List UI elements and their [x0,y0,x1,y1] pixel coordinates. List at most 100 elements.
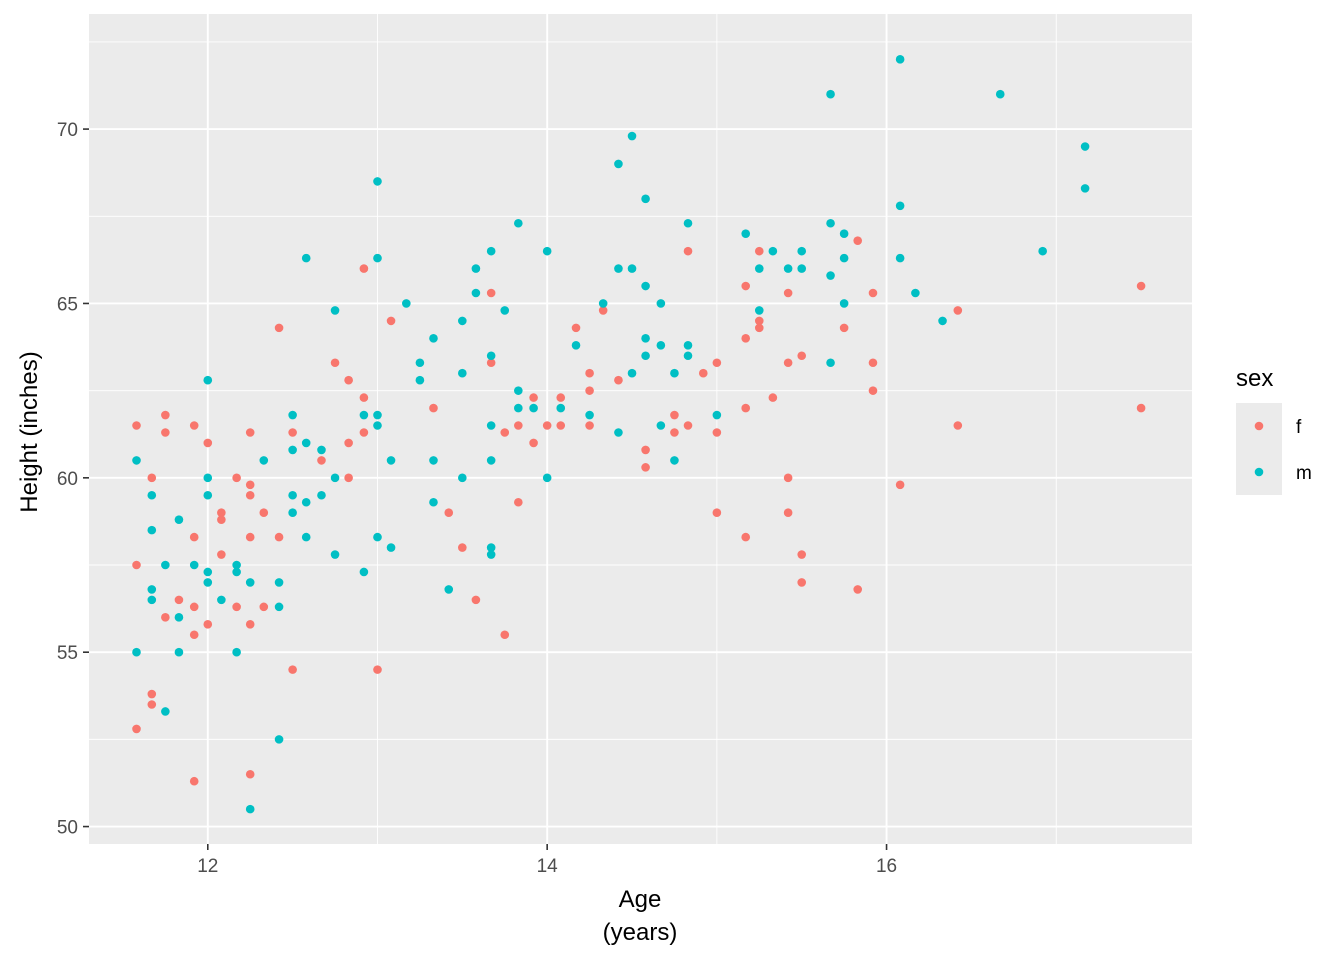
data-point-m [783,264,793,273]
data-point-f [712,428,722,437]
data-point-f [245,490,255,500]
data-point-f [486,288,496,298]
data-point-m [911,288,920,298]
data-point-m [826,89,835,99]
data-point-m [458,473,467,483]
data-point-m [826,271,835,280]
data-point-f [288,428,297,437]
data-point-f [542,421,552,430]
data-point-f [556,393,566,402]
data-point-f [797,351,807,361]
data-point-m [274,578,284,587]
legend-key-f-marker [1254,421,1264,431]
data-point-f [344,375,353,385]
data-point-m [768,246,778,256]
legend-label-m: m [1296,463,1312,484]
data-point-m [1038,246,1047,256]
data-point-m [330,473,340,483]
data-point-f [189,630,199,640]
data-point-m [232,560,241,570]
y-tick-label: 65 [57,294,78,315]
data-point-f [147,700,157,709]
data-point-f [797,578,807,587]
data-point-f [189,421,199,430]
data-point-f [344,473,353,483]
data-point-m [486,550,496,559]
data-point-f [288,665,297,674]
data-point-f [641,463,650,472]
data-point-m [529,403,538,413]
data-point-m [373,421,382,430]
data-point-f [783,288,793,298]
data-point-m [429,334,438,343]
x-tick-label: 12 [197,856,218,877]
data-point-m [542,246,552,256]
data-point-f [754,316,764,326]
data-point-m [895,201,905,211]
data-point-m [245,578,255,587]
data-point-f [529,393,538,402]
data-point-f [529,438,538,448]
data-point-m [1080,184,1090,193]
data-point-m [373,253,382,263]
data-point-m [217,595,226,605]
data-point-f [132,421,141,430]
data-point-m [514,218,523,228]
data-point-m [147,595,157,605]
data-point-f [373,665,382,674]
data-point-m [839,253,849,263]
data-point-f [245,532,255,542]
data-point-f [217,550,226,559]
data-point-f [585,368,594,378]
data-point-f [161,410,170,420]
data-point-m [571,341,581,350]
data-point-f [203,438,213,448]
data-point-m [514,403,523,413]
data-point-m [486,543,496,552]
data-point-f [585,421,594,430]
data-point-m [174,515,184,524]
data-point-m [203,473,213,483]
data-point-m [683,218,693,228]
data-point-f [245,769,255,779]
data-point-m [189,560,199,570]
data-point-m [301,253,311,263]
x-axis: 12 14 16 [197,844,897,877]
data-point-m [402,299,411,308]
data-point-f [868,288,878,298]
data-point-f [245,619,255,629]
data-point-f [853,585,863,594]
data-point-f [839,323,849,333]
data-point-m [259,456,269,465]
data-point-m [683,341,693,350]
data-point-f [259,508,269,517]
data-point-m [147,585,157,594]
data-point-m [203,375,213,385]
data-point-m [641,281,650,291]
legend: sex f m [1236,365,1312,495]
data-point-m [330,550,340,559]
data-point-m [670,456,679,465]
data-point-m [458,368,467,378]
data-point-f [514,421,523,430]
data-point-m [514,386,523,395]
data-point-f [670,410,679,420]
data-point-m [232,647,241,657]
data-point-m [147,490,157,500]
data-point-f [783,358,793,368]
data-point-m [839,229,849,239]
data-point-m [232,567,241,577]
data-point-f [232,473,241,483]
data-point-f [217,508,226,517]
data-point-f [853,236,863,245]
data-point-m [641,194,650,204]
data-point-f [1136,403,1146,413]
data-point-m [203,490,213,500]
data-point-m [556,403,566,413]
data-point-m [317,490,326,500]
data-point-m [641,334,650,343]
data-point-m [288,410,297,420]
y-axis: 50 55 60 65 70 [57,120,89,839]
data-point-m [444,585,454,594]
data-point-f [359,264,369,273]
